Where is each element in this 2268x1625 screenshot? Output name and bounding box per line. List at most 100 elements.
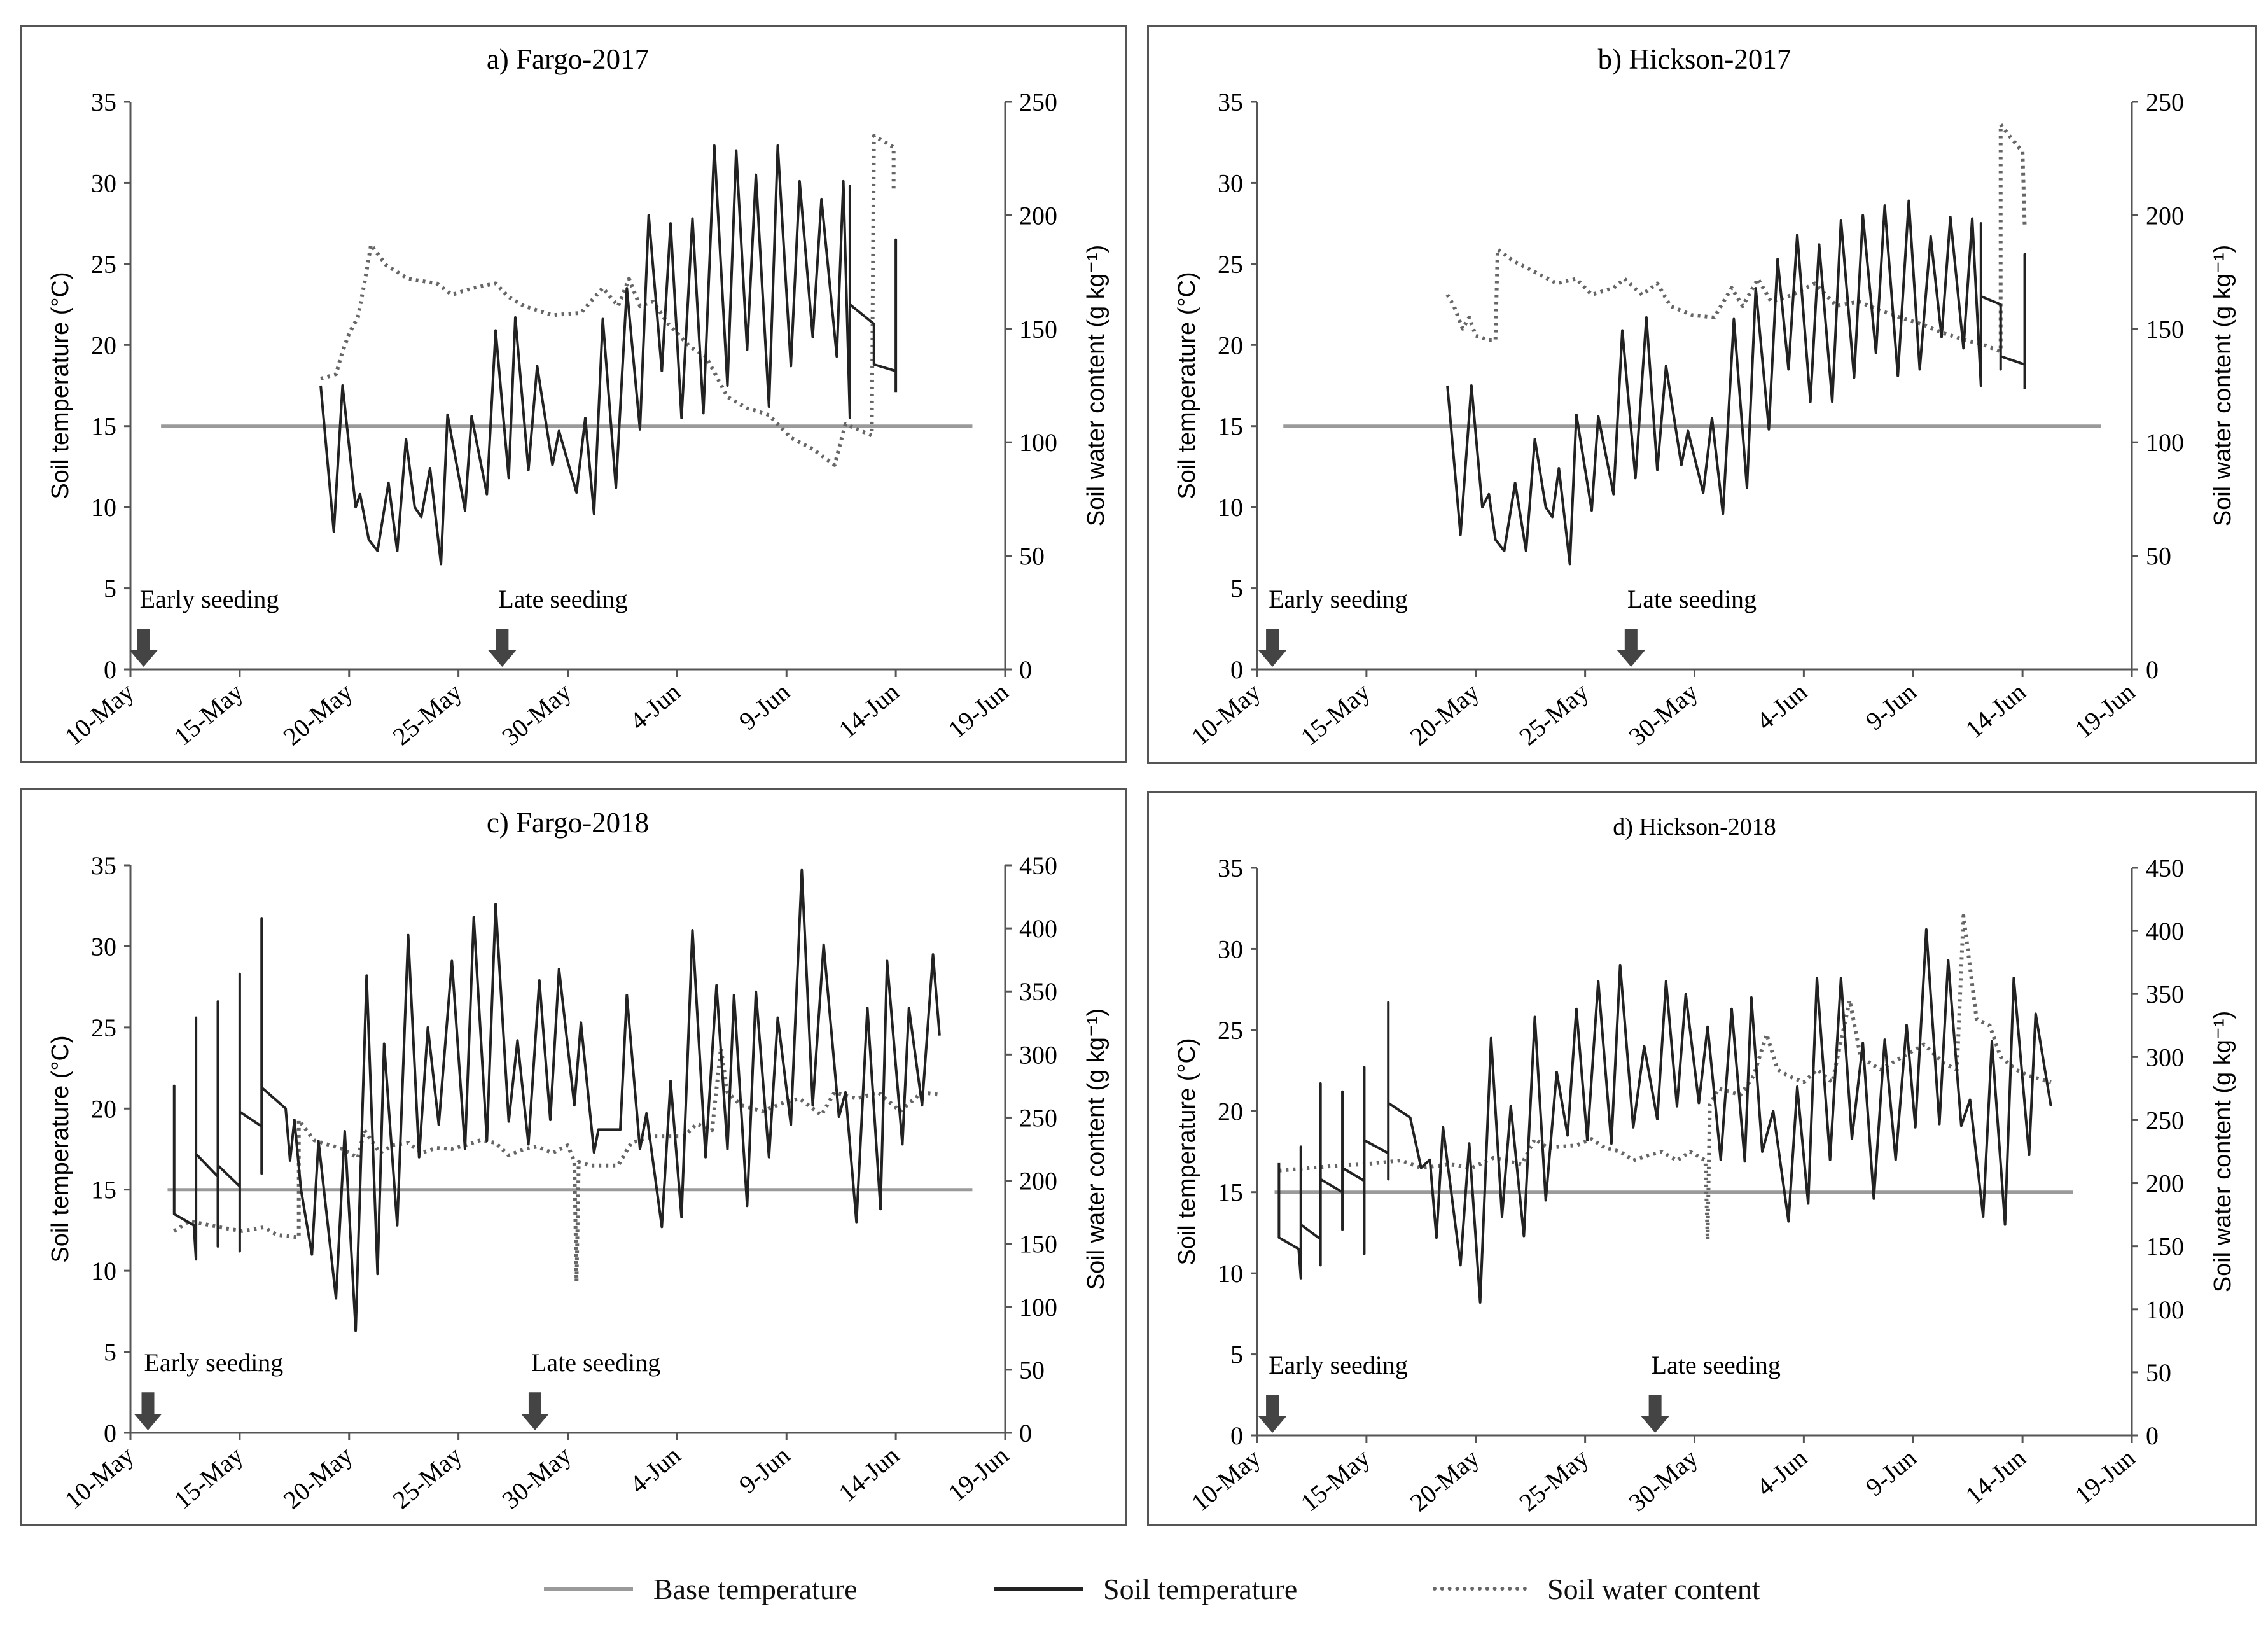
y-tick-label-right: 400: [1019, 914, 1057, 943]
x-tick-label: 15-May: [169, 677, 249, 751]
chart-panel-c: c) Fargo-2018 0 5 10 15 20 25 30 35 0 50 100 150 200 2…: [20, 788, 1127, 1526]
x-tick-label: 14-Jun: [833, 677, 905, 743]
x-tick-label: 10-May: [1186, 677, 1266, 751]
y-tick-label-left: 5: [1230, 575, 1243, 603]
early-seeding-label: Early seeding: [140, 585, 279, 613]
late-seeding-label: Late seeding: [498, 585, 627, 613]
late-seeding-arrow-icon: [1641, 1395, 1669, 1433]
y-tick-label-left: 20: [91, 1094, 116, 1123]
early-seeding-arrow-icon: [134, 1392, 162, 1430]
soil-temperature-series: [172, 868, 941, 1332]
y-tick-label-right: 150: [1019, 315, 1057, 344]
y-tick-label-left: 0: [1230, 1421, 1243, 1450]
soil-water-content-series: [320, 134, 896, 467]
legend: Base temperature Soil temperature Soil w…: [0, 1566, 2268, 1611]
y-tick-label-left: 10: [91, 493, 116, 522]
y-tick-label-right: 250: [2146, 88, 2184, 116]
chart-title: d) Hickson-2018: [1613, 814, 1776, 840]
late-seeding-arrow-icon: [488, 629, 517, 667]
x-tick-label: 20-May: [1405, 1443, 1485, 1517]
chart-title: c) Fargo-2018: [487, 807, 649, 839]
y-tick-label-right: 200: [1019, 1167, 1057, 1196]
soil-temperature-series: [319, 144, 898, 566]
y-tick-label-right: 300: [1019, 1040, 1057, 1069]
y-tick-label-right: 100: [1019, 1293, 1057, 1322]
y-tick-label-left: 25: [1218, 250, 1243, 279]
y-tick-label-right: 150: [2146, 315, 2184, 344]
x-tick-label: 25-May: [1513, 677, 1594, 751]
x-tick-label: 10-May: [59, 1440, 139, 1514]
y-tick-label-left: 15: [91, 1176, 116, 1204]
y-tick-label-right: 150: [1019, 1230, 1057, 1259]
y-tick-label-right: 0: [2146, 1421, 2159, 1450]
y-tick-label-left: 35: [1218, 88, 1243, 116]
late-seeding-arrow-icon: [520, 1392, 549, 1430]
chart-panel-d: d) Hickson-2018 0 5 10 15 20 25 30 35 0 50 100 150 20…: [1147, 791, 2257, 1526]
x-tick-label: 25-May: [387, 1440, 467, 1514]
y-tick-label-right: 400: [2146, 917, 2184, 945]
y-tick-label-right: 50: [1019, 542, 1045, 571]
y-tick-label-left: 0: [104, 1419, 116, 1447]
x-tick-label: 20-May: [1405, 677, 1485, 751]
y-tick-label-right: 0: [1019, 1419, 1032, 1447]
x-tick-label: 30-May: [496, 677, 576, 751]
x-tick-label: 19-Jun: [942, 1440, 1013, 1507]
x-tick-label: 10-May: [1186, 1443, 1266, 1517]
soil-water-content-series: [1445, 122, 2027, 354]
y-tick-label-left: 35: [91, 88, 116, 116]
legend-swatch-temp: [994, 1587, 1083, 1591]
y-tick-label-right: 250: [2146, 1106, 2184, 1134]
early-seeding-label: Early seeding: [1269, 1351, 1408, 1379]
x-tick-label: 15-May: [1295, 1443, 1375, 1517]
y-tick-label-left: 0: [104, 655, 116, 684]
y-tick-label-right: 200: [2146, 1169, 2184, 1198]
x-tick-label: 4-Jun: [1751, 1443, 1812, 1502]
y-tick-label-left: 5: [104, 575, 116, 603]
y-tick-label-right: 250: [1019, 88, 1057, 116]
y-tick-label-left: 20: [1218, 1097, 1243, 1126]
y-tick-label-left: 20: [1218, 331, 1243, 359]
x-tick-label: 14-Jun: [1960, 1443, 2031, 1509]
y-tick-label-right: 50: [1019, 1356, 1045, 1384]
early-seeding-arrow-icon: [1258, 1395, 1287, 1433]
early-seeding-label: Early seeding: [144, 1348, 284, 1377]
y-tick-label-left: 30: [1218, 935, 1243, 963]
y-tick-label-left: 35: [91, 851, 116, 880]
late-seeding-label: Late seeding: [1652, 1351, 1781, 1379]
x-tick-label: 9-Jun: [1860, 677, 1922, 736]
y-tick-label-right: 350: [1019, 977, 1057, 1006]
x-tick-label: 4-Jun: [1751, 677, 1812, 736]
early-seeding-arrow-icon: [1258, 629, 1287, 667]
y-tick-label-left: 5: [1230, 1341, 1243, 1369]
legend-item-base-temperature: Base temperature: [544, 1566, 858, 1611]
y-tick-label-left: 5: [104, 1338, 116, 1367]
x-tick-label: 15-May: [1295, 677, 1375, 751]
x-tick-label: 30-May: [496, 1440, 576, 1514]
early-seeding-arrow-icon: [129, 629, 158, 667]
soil-temperature-series: [1277, 928, 2052, 1304]
y-axis-title-right: Soil water content (g kg⁻¹): [1083, 1008, 1110, 1290]
y-tick-label-left: 0: [1230, 655, 1243, 684]
x-tick-label: 4-Jun: [624, 1440, 686, 1499]
early-seeding-label: Early seeding: [1269, 585, 1408, 613]
y-axis-title-right: Soil water content (g kg⁻¹): [1083, 245, 1110, 526]
y-tick-label-right: 0: [2146, 655, 2159, 684]
late-seeding-label: Late seeding: [1627, 585, 1757, 613]
x-tick-label: 25-May: [1513, 1443, 1594, 1517]
legend-label-swc: Soil water content: [1547, 1572, 1760, 1605]
y-tick-label-left: 30: [1218, 169, 1243, 197]
y-tick-label-right: 100: [2146, 1295, 2184, 1324]
x-tick-label: 19-Jun: [2069, 677, 2140, 743]
y-tick-label-left: 30: [91, 932, 116, 961]
y-axis-title-left: Soil temperature (°C): [47, 272, 74, 499]
y-tick-label-right: 300: [2146, 1043, 2184, 1071]
chart-panel-b: b) Hickson-2017 0 5 10 15 20 25 30 35 0 50 100 150 20…: [1147, 25, 2257, 764]
chart-svg: a) Fargo-2017 0 5 10 15 20 25 30 35 0 50 100 150 200 2…: [47, 43, 1110, 751]
x-tick-label: 9-Jun: [1860, 1443, 1922, 1502]
legend-item-soil-water-content: Soil water content: [1433, 1566, 1760, 1611]
x-tick-label: 14-Jun: [833, 1440, 905, 1507]
x-tick-label: 4-Jun: [624, 677, 686, 736]
legend-label-base: Base temperature: [653, 1572, 858, 1605]
legend-label-temp: Soil temperature: [1103, 1572, 1298, 1605]
chart-panel-a: a) Fargo-2017 0 5 10 15 20 25 30 35 0 50 100 150 200 2…: [20, 25, 1127, 763]
